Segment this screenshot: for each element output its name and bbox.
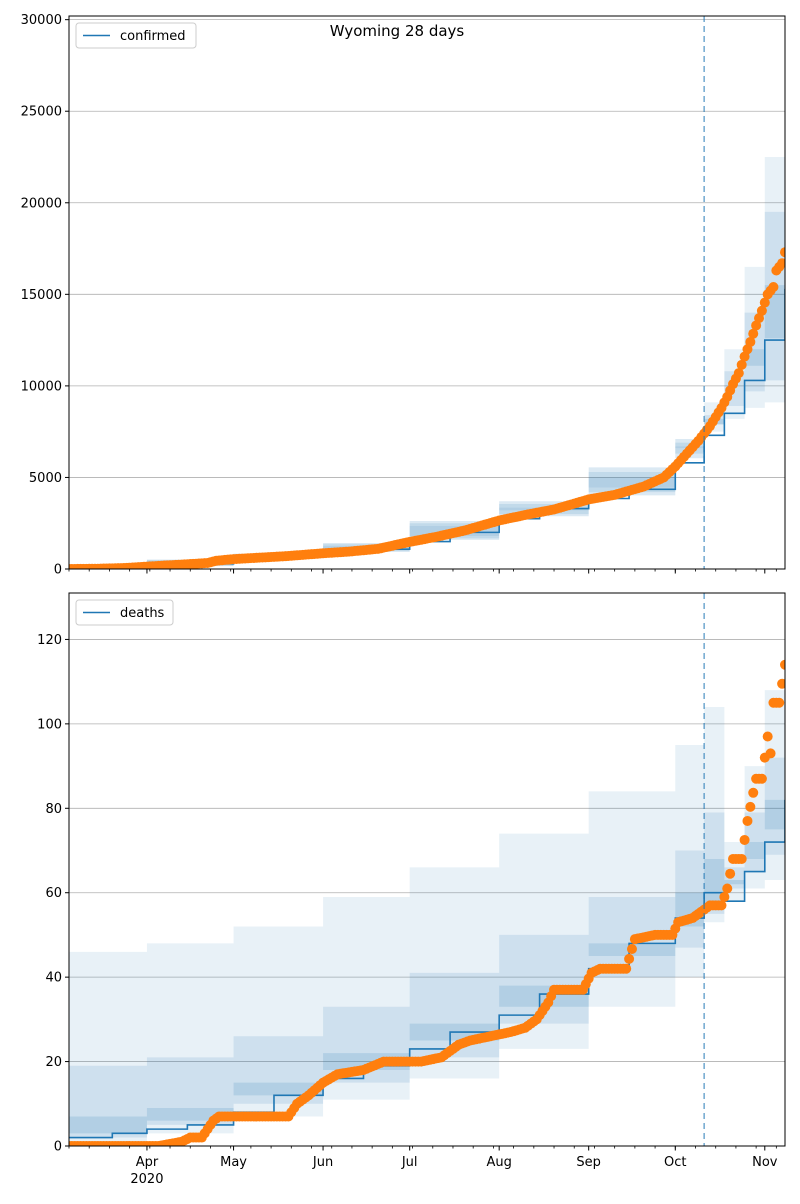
legend: deaths (75, 599, 174, 626)
legend: confirmed (75, 22, 197, 49)
legend-box (75, 22, 197, 49)
x-year-label: 2020 (130, 1172, 163, 1187)
y-tick-label: 30000 (21, 13, 62, 28)
observed-point (733, 368, 744, 379)
observed-point (621, 963, 632, 974)
observed-point (759, 297, 770, 308)
uncertainty-band (69, 597, 785, 1146)
axes-frame (68, 15, 786, 570)
observed-point (626, 944, 637, 955)
y-tick-label: 20000 (21, 196, 62, 211)
x-tick-label: Oct (664, 1155, 686, 1170)
observed-point (777, 678, 785, 689)
y-tick-label: 15000 (21, 288, 62, 303)
observed-point (745, 801, 756, 812)
observed-point (780, 659, 785, 670)
observed-point (774, 697, 785, 708)
uncertainty-band (69, 202, 785, 569)
observed-point (756, 773, 767, 784)
uncertainty-band (69, 681, 785, 1146)
observed-point (748, 787, 759, 798)
observed-point (624, 953, 635, 964)
y-tick-label: 40 (45, 971, 62, 986)
observed-point (719, 891, 730, 902)
y-tick-label: 25000 (21, 105, 62, 120)
deaths-panel: 0 20 40 60 80 100 120 Apr May Jun Jul Aug Sep Oct Nov 2… (37, 592, 786, 1187)
legend-label: confirmed (120, 29, 186, 44)
x-tick-label: Jun (312, 1155, 333, 1170)
observed-point (742, 815, 753, 826)
y-tick-label: 20 (45, 1055, 62, 1070)
observed-point (777, 258, 785, 269)
axes-frame (68, 592, 786, 1147)
y-tick-label: 60 (45, 886, 62, 901)
observed-point (780, 247, 785, 258)
observed-point (739, 834, 750, 845)
y-tick-label: 120 (37, 633, 62, 648)
y-tick-label: 10000 (21, 379, 62, 394)
y-tick-label: 5000 (29, 471, 62, 486)
chart-title: Wyoming 28 days (330, 22, 465, 40)
x-tick-label: Aug (486, 1155, 511, 1170)
plot-area (69, 597, 785, 1146)
observed-point (745, 336, 756, 347)
y-tick-label: 0 (54, 563, 62, 578)
y-tick-label: 80 (45, 802, 62, 817)
observed-point (748, 328, 759, 339)
observed-point (765, 748, 776, 759)
legend-label: deaths (120, 606, 165, 621)
observed-point (768, 282, 779, 293)
observed-point (736, 359, 747, 370)
y-tick-label: 0 (54, 1140, 62, 1155)
observed-point (725, 868, 736, 879)
observed-point (756, 305, 767, 316)
x-tick-label: Nov (752, 1155, 778, 1170)
confirmed-panel: 0 5000 10000 15000 20000 25000 30000 confirmed (21, 13, 786, 578)
x-tick-label: Apr (136, 1155, 159, 1170)
x-tick-label: Jul (401, 1155, 418, 1170)
x-tick-label: May (220, 1155, 247, 1170)
observed-point (762, 731, 773, 742)
observed-point (736, 853, 747, 864)
uncertainty-band (69, 102, 785, 569)
y-tick-label: 100 (37, 717, 62, 732)
plot-area (69, 19, 785, 569)
observed-point (722, 883, 733, 894)
legend-box (75, 599, 174, 626)
observed-point (716, 900, 727, 911)
x-tick-label: Sep (576, 1155, 601, 1170)
